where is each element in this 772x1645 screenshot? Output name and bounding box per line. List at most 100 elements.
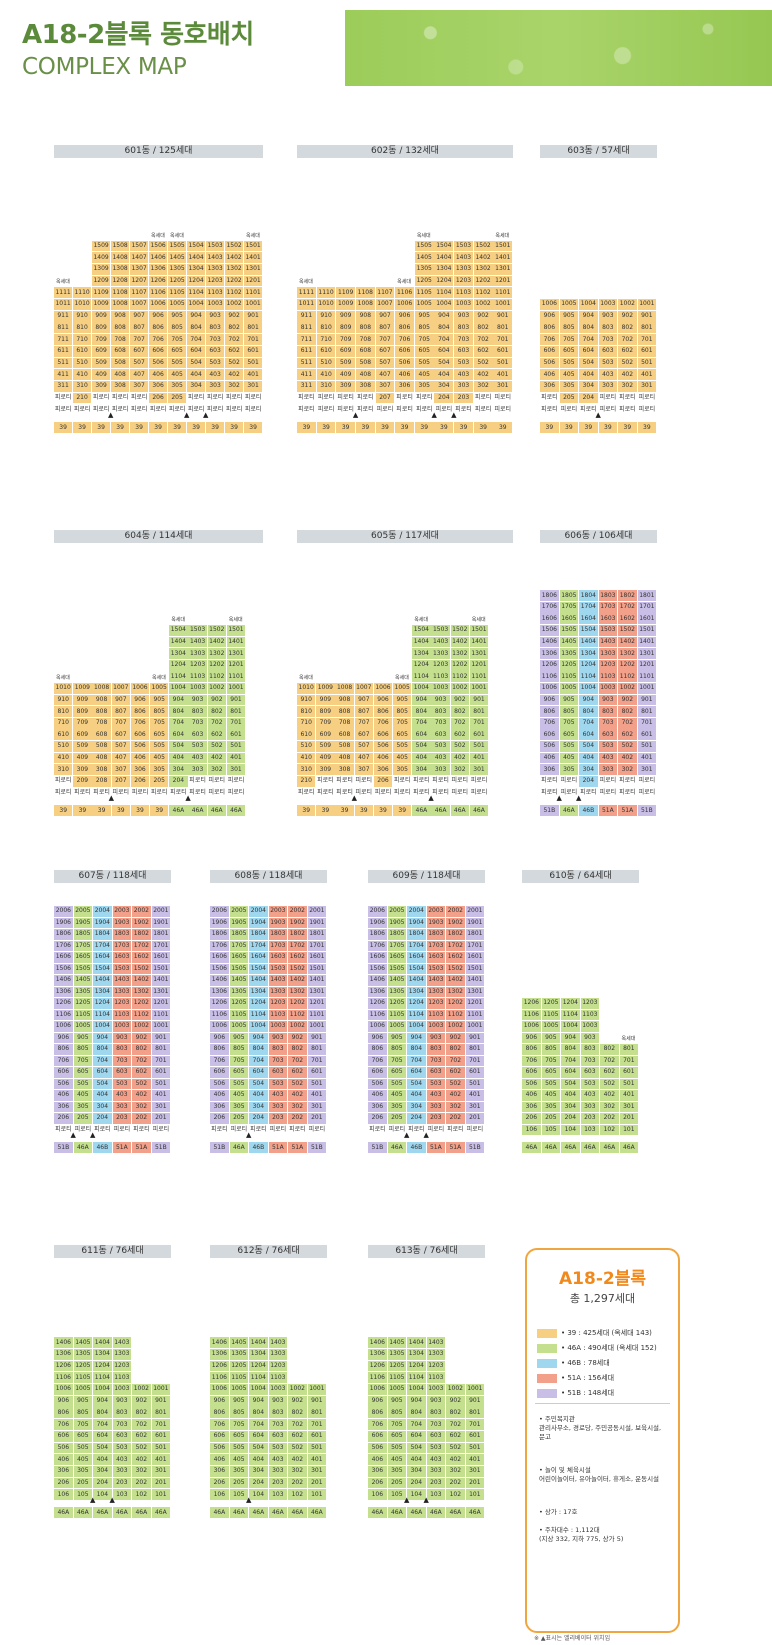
unit-cell: 1902 <box>288 917 307 929</box>
unit-cell: 307 <box>354 764 373 775</box>
unit-cell: 901 <box>307 1032 327 1044</box>
elevator-mark-icon: ▲ <box>428 794 434 802</box>
unit-cell: 306 <box>368 1465 387 1477</box>
unit-cell: 508 <box>335 741 354 752</box>
unit-cell: 401 <box>493 369 513 381</box>
unit-cell: 204 <box>249 1477 268 1489</box>
top-unit-note: 옥세대 <box>299 675 313 681</box>
unit-cell: 피로티 <box>540 392 559 404</box>
unit-cell: 702 <box>450 717 469 729</box>
unit-cell: 501 <box>619 1078 639 1090</box>
unit-cell: 602 <box>450 729 469 741</box>
unit-cell: 305 <box>387 1465 407 1477</box>
unit-cell: 301 <box>244 380 263 392</box>
unit-cell: 301 <box>637 380 657 392</box>
unit-cell: 1501 <box>226 625 246 636</box>
unit-cell: 309 <box>336 380 356 392</box>
unit-cell: 504 <box>187 357 206 369</box>
unit-cell: 1906 <box>54 917 73 929</box>
unit-cell: 1402 <box>225 252 244 264</box>
elevator-mark-icon: ▲ <box>451 411 457 419</box>
unit-cell: 506 <box>130 741 150 752</box>
unit-cell: 1005 <box>387 1021 407 1032</box>
unit-cell: 1203 <box>268 998 288 1009</box>
unit-cell: 1109 <box>336 287 356 299</box>
unit-cell: 1010 <box>54 683 73 694</box>
unit-cell: 1104 <box>93 1372 112 1384</box>
unit-cell: 504 <box>93 1442 112 1454</box>
unit-cell: 903 <box>188 694 207 706</box>
unit-cell: 1005 <box>414 299 434 310</box>
unit-cell: 1207 <box>130 275 149 287</box>
unit-cell: 1105 <box>229 1009 249 1021</box>
unit-cell: 403 <box>431 752 450 764</box>
unit-cell: 905 <box>168 310 187 322</box>
unit-cell: 104 <box>249 1489 268 1501</box>
unit-cell: 802 <box>450 706 469 717</box>
unit-cell: 711 <box>297 334 316 345</box>
unit-cell: 504 <box>579 357 598 369</box>
unit-cell: 1006 <box>395 299 414 310</box>
unit-cell: 1102 <box>225 287 244 299</box>
unit-cell: 1205 <box>414 275 434 287</box>
unit-cell: 2003 <box>112 906 132 917</box>
unit-cell: 피로티 <box>540 775 559 787</box>
unit-cell: 1008 <box>111 299 130 310</box>
unit-cell: 1105 <box>541 1009 561 1021</box>
unit-cell: 911 <box>54 310 73 322</box>
unit-cell: 1203 <box>112 998 132 1009</box>
unit-cell: 1204 <box>407 998 426 1009</box>
unit-cell: 607 <box>130 345 149 357</box>
unit-cell: 805 <box>541 1044 561 1055</box>
unit-cell: 1406 <box>540 636 559 648</box>
unit-cell: 1504 <box>187 240 206 252</box>
unit-cell: 1802 <box>288 929 307 940</box>
unit-cell: 504 <box>407 1078 426 1090</box>
unit-cell: 704 <box>412 717 431 729</box>
building-title: 612동 / 76세대 <box>210 1245 327 1258</box>
unit-cell: 604 <box>187 345 206 357</box>
unit-cell: 1906 <box>368 917 387 929</box>
unit-cell: 피로티 <box>151 1124 171 1136</box>
unit-cell: 1404 <box>169 636 188 648</box>
unit-cell: 1102 <box>446 1009 465 1021</box>
unit-cell: 1802 <box>446 929 465 940</box>
unit-cell: 609 <box>316 729 335 741</box>
unit-cell: 피로티 <box>336 404 356 416</box>
unit-cell: 807 <box>375 322 395 334</box>
legend-label: • 51A : 156세대 <box>561 1374 615 1382</box>
unit-cell: 1004 <box>187 299 206 310</box>
unit-cell: 804 <box>412 706 431 717</box>
unit-cell: 1501 <box>469 625 489 636</box>
unit-cell: 501 <box>637 741 657 752</box>
unit-cell: 909 <box>73 694 92 706</box>
unit-type-label: 46A <box>268 1507 288 1518</box>
unit-cell: 피로티 <box>355 404 375 416</box>
unit-cell: 피로티 <box>598 404 618 416</box>
unit-cell: 피로티 <box>469 775 489 787</box>
unit-cell: 905 <box>559 310 579 322</box>
unit-cell: 902 <box>618 694 637 706</box>
unit-cell: 704 <box>434 334 454 345</box>
unit-type-label: 46A <box>580 1142 600 1153</box>
unit-cell: 1106 <box>210 1009 229 1021</box>
unit-cell: 701 <box>637 334 657 345</box>
elevator-mark-icon: ▲ <box>556 794 562 802</box>
unit-cell: 1405 <box>387 975 407 986</box>
unit-cell: 206 <box>130 775 150 787</box>
unit-cell: 807 <box>111 706 130 717</box>
unit-cell: 105 <box>387 1489 407 1501</box>
unit-cell: 906 <box>130 694 150 706</box>
unit-cell: 903 <box>426 1032 446 1044</box>
unit-cell: 804 <box>249 1044 268 1055</box>
unit-type-label: 46B <box>579 805 598 816</box>
unit-cell: 605 <box>168 345 187 357</box>
unit-cell: 404 <box>561 1090 580 1101</box>
unit-cell: 1305 <box>387 1348 407 1360</box>
unit-cell: 피로티 <box>579 404 598 416</box>
unit-type-label: 46A <box>426 1507 446 1518</box>
unit-cell: 204 <box>434 392 454 404</box>
unit-cell: 906 <box>395 310 414 322</box>
unit-cell: 805 <box>73 1044 93 1055</box>
unit-cell: 1601 <box>151 952 171 963</box>
